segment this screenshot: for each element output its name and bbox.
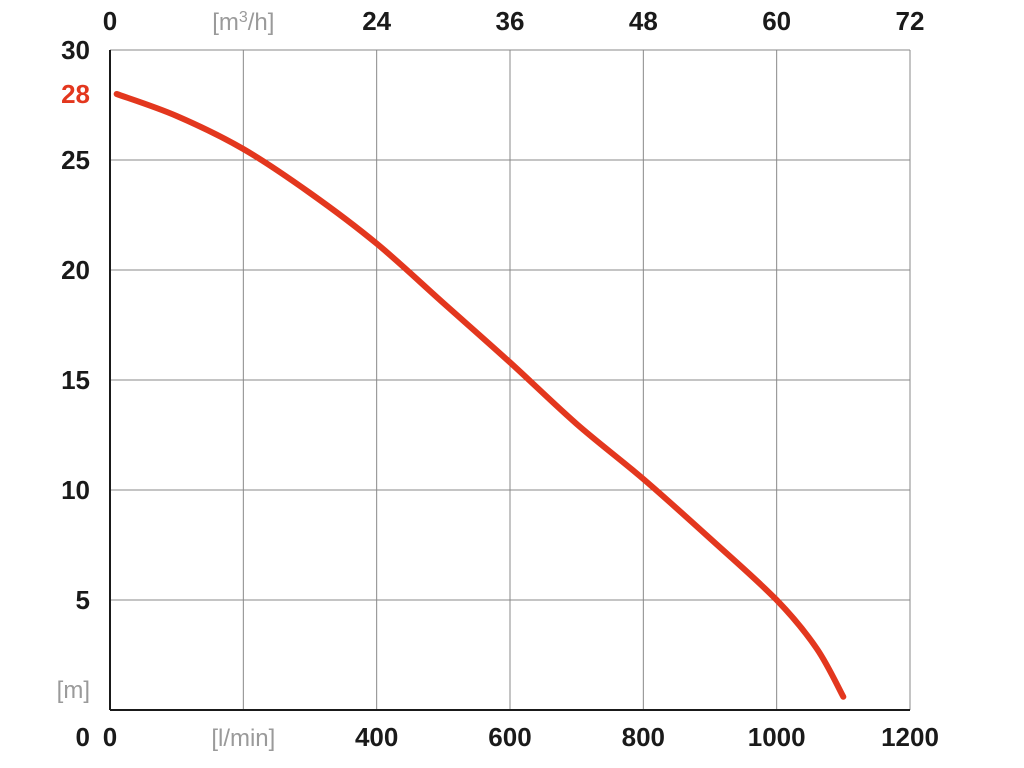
y-zero-label: 0 (76, 722, 90, 752)
x-bottom-tick-label: 600 (488, 722, 531, 752)
y-tick-label: 20 (61, 255, 90, 285)
x-bottom-tick-label: 1200 (881, 722, 939, 752)
pump-curve-chart: 0 400 600 800 1000 1200 [l/min] 0 24 36 48 60 72 [m3/… (0, 0, 1024, 768)
x-bottom-unit: [l/min] (211, 725, 275, 752)
x-top-tick-label: 36 (496, 6, 525, 36)
y-tick-label: 15 (61, 365, 90, 395)
y-unit: [m] (57, 677, 90, 704)
x-top-tick-label: 60 (762, 6, 791, 36)
y-tick-label: 5 (76, 585, 90, 615)
x-top-unit: [m3/h] (212, 9, 274, 37)
x-bottom-tick-label: 1000 (748, 722, 806, 752)
performance-curve (117, 94, 844, 697)
y-tick-label: 30 (61, 35, 90, 65)
x-top-tick-label: 72 (896, 6, 925, 36)
y-tick-label: 25 (61, 145, 90, 175)
x-top-tick-label: 24 (362, 6, 391, 36)
y-tick-label: 10 (61, 475, 90, 505)
x-top-tick-label: 0 (103, 6, 117, 36)
x-bottom-tick-label: 800 (622, 722, 665, 752)
chart-svg: 0 400 600 800 1000 1200 [l/min] 0 24 36 48 60 72 [m3/… (0, 0, 1024, 768)
x-bottom-tick-label: 0 (103, 722, 117, 752)
x-top-tick-label: 48 (629, 6, 658, 36)
x-bottom-tick-label: 400 (355, 722, 398, 752)
y-highlight-label: 28 (61, 79, 90, 109)
